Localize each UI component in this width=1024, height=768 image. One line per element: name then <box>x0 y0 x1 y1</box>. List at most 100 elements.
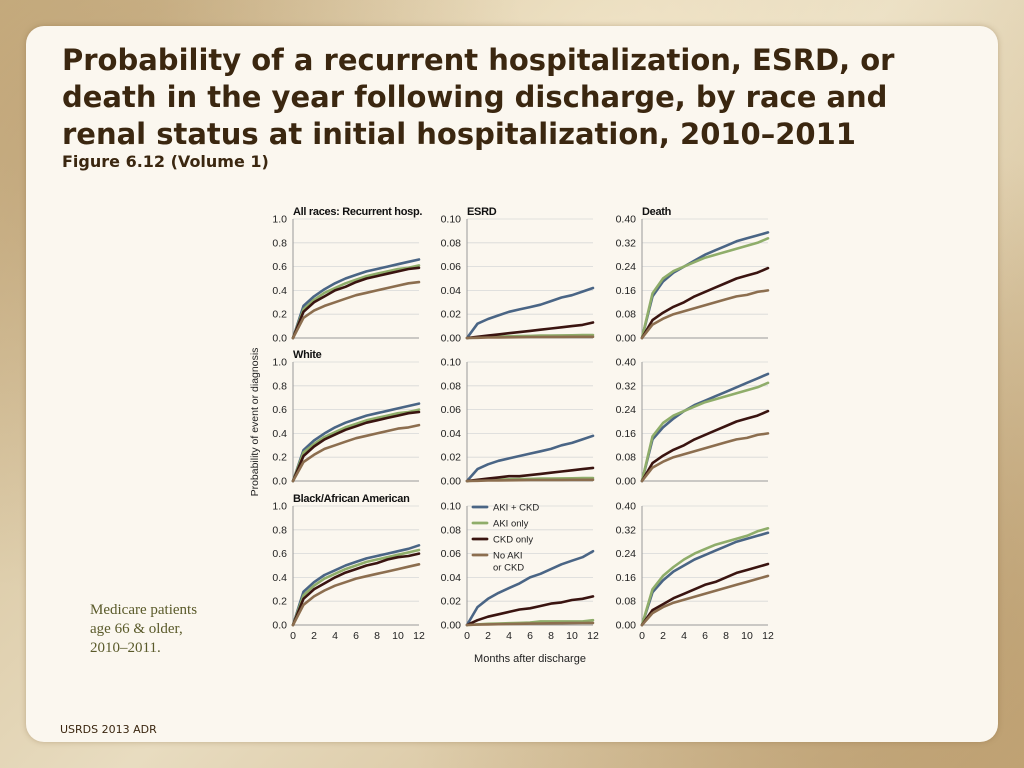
y-tick-label: 0.06 <box>441 261 462 273</box>
slide-title: Probability of a recurrent hospitalizati… <box>62 43 895 151</box>
x-tick-label: 2 <box>660 630 666 642</box>
y-tick-label: 0.40 <box>616 357 637 369</box>
series-line <box>640 266 770 340</box>
y-tick-label: 0.08 <box>441 380 462 392</box>
y-tick-label: 0.0 <box>272 333 287 345</box>
chart-panel <box>291 361 421 483</box>
y-tick-label: 0.00 <box>441 620 462 632</box>
y-tick-label: 0.00 <box>441 333 462 345</box>
x-tick-label: 6 <box>527 630 533 642</box>
y-tick-label: 0.2 <box>272 596 287 608</box>
y-tick-label: 0.0 <box>272 476 287 488</box>
x-tick-label: 2 <box>311 630 317 642</box>
legend-label: or CKD <box>493 563 524 574</box>
note-line: 2010–2011. <box>90 640 161 656</box>
series-line <box>640 381 770 483</box>
chart-panel <box>465 361 595 483</box>
y-tick-label: 0.10 <box>441 214 462 226</box>
y-tick-label: 0.32 <box>616 380 637 392</box>
y-tick-label: 0.16 <box>616 572 637 584</box>
panel-title: Black/African American <box>293 493 410 505</box>
series-line <box>465 549 595 627</box>
series-line <box>291 410 421 483</box>
series-line <box>291 408 421 483</box>
series-line <box>291 423 421 483</box>
y-tick-label: 0.04 <box>441 428 462 440</box>
chart-panel <box>291 505 421 627</box>
series-line <box>291 264 421 340</box>
y-tick-label: 0.24 <box>616 261 637 273</box>
series-line <box>640 237 770 340</box>
y-tick-label: 0.10 <box>441 357 462 369</box>
y-tick-label: 0.40 <box>616 501 637 513</box>
y-tick-label: 0.4 <box>272 285 287 297</box>
series-line <box>640 289 770 340</box>
note-line: Medicare patients <box>90 602 198 618</box>
legend-label: No AKI <box>493 551 523 562</box>
legend-label: CKD only <box>493 535 533 546</box>
note-line: age 66 & older, <box>90 621 183 637</box>
panel-title: Death <box>642 206 672 218</box>
x-tick-label: 2 <box>485 630 491 642</box>
x-tick-label: 6 <box>702 630 708 642</box>
x-tick-label: 10 <box>566 630 578 642</box>
x-tick-label: 8 <box>723 630 729 642</box>
y-tick-label: 0.16 <box>616 428 637 440</box>
series-line <box>465 621 595 627</box>
series-line <box>291 562 421 627</box>
y-tick-label: 0.32 <box>616 524 637 536</box>
y-tick-label: 0.8 <box>272 380 287 392</box>
chart-panel <box>640 361 770 483</box>
x-axis-label: Months after discharge <box>474 653 586 665</box>
y-tick-label: 1.0 <box>272 214 287 226</box>
y-tick-label: 0.00 <box>441 476 462 488</box>
series-line <box>640 432 770 483</box>
y-tick-label: 0.02 <box>441 452 462 464</box>
series-line <box>640 231 770 340</box>
x-tick-label: 0 <box>639 630 645 642</box>
chart-panel <box>465 218 595 340</box>
y-tick-label: 0.40 <box>616 214 637 226</box>
legend-label: AKI only <box>493 519 529 530</box>
x-tick-label: 10 <box>741 630 753 642</box>
series-line <box>465 335 595 340</box>
y-tick-label: 0.2 <box>272 309 287 321</box>
chart-panel <box>640 505 770 627</box>
chart-panel <box>291 218 421 340</box>
y-tick-label: 0.16 <box>616 285 637 297</box>
y-tick-label: 0.8 <box>272 237 287 249</box>
y-tick-label: 0.04 <box>441 572 462 584</box>
y-tick-label: 0.4 <box>272 428 287 440</box>
x-tick-label: 0 <box>464 630 470 642</box>
y-tick-label: 0.24 <box>616 548 637 560</box>
series-line <box>291 258 421 340</box>
y-tick-label: 0.6 <box>272 548 287 560</box>
x-tick-label: 4 <box>332 630 338 642</box>
series-line <box>640 562 770 627</box>
population-note: Medicare patients age 66 & older, 2010–2… <box>90 601 250 658</box>
x-tick-label: 8 <box>548 630 554 642</box>
x-tick-label: 12 <box>762 630 774 642</box>
series-line <box>640 372 770 483</box>
x-tick-label: 6 <box>353 630 359 642</box>
panel-title: ESRD <box>467 206 497 218</box>
y-tick-label: 0.08 <box>616 596 637 608</box>
y-tick-label: 0.02 <box>441 309 462 321</box>
y-tick-label: 1.0 <box>272 357 287 369</box>
series-line <box>291 266 421 340</box>
y-tick-label: 0.08 <box>441 524 462 536</box>
y-tick-label: 0.6 <box>272 261 287 273</box>
y-tick-label: 0.8 <box>272 524 287 536</box>
series-line <box>465 595 595 627</box>
legend-label: AKI + CKD <box>493 503 539 514</box>
y-tick-label: 0.08 <box>616 452 637 464</box>
series-line <box>640 531 770 627</box>
series-line <box>291 402 421 483</box>
series-line <box>465 286 595 340</box>
y-tick-label: 0.04 <box>441 285 462 297</box>
series-line <box>640 526 770 627</box>
chart-panel <box>465 505 595 627</box>
y-tick-label: 0.00 <box>616 333 637 345</box>
y-tick-label: 0.2 <box>272 452 287 464</box>
